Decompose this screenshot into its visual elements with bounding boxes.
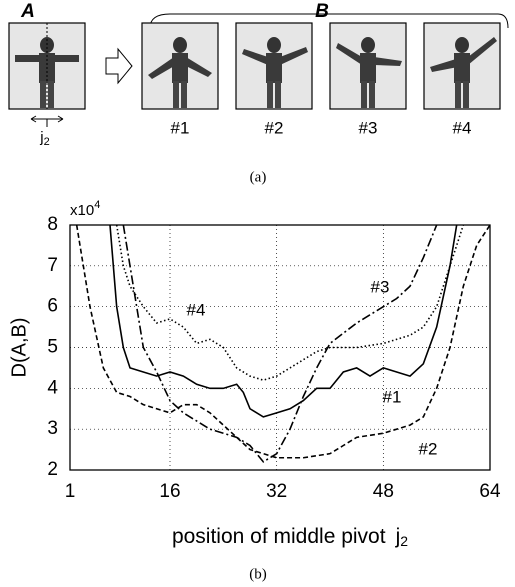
- x-axis-label-subscript: 2: [400, 533, 408, 549]
- y-tick-label: 8: [47, 214, 58, 235]
- series-line: [117, 225, 464, 380]
- caption-b: (b): [249, 566, 267, 582]
- lines: [77, 225, 490, 462]
- pivot-label: j2: [39, 129, 49, 148]
- series-label: #3: [371, 277, 390, 296]
- label-a: A: [20, 1, 35, 22]
- y-multiplier-base: x10: [70, 202, 94, 219]
- x-tick-label: 32: [266, 481, 287, 502]
- y-tick-label: 6: [47, 296, 58, 317]
- y-multiplier-exponent: 4: [94, 199, 100, 211]
- arrow: [106, 49, 132, 83]
- series-label: #2: [419, 439, 438, 458]
- image-a: [9, 23, 85, 109]
- image-3: [330, 23, 406, 109]
- label-b: B: [315, 1, 329, 22]
- y-tick-label: 5: [47, 337, 58, 358]
- frame-label: #1: [171, 118, 190, 137]
- y-tick-label: 3: [47, 418, 58, 439]
- x-tick-label: 64: [479, 481, 501, 502]
- x-tick-label: 48: [373, 481, 394, 502]
- series-line: [123, 225, 436, 462]
- image-4: [424, 23, 500, 109]
- x-axis-label-text: position of middle pivot: [172, 525, 386, 548]
- frame-label: #3: [359, 118, 378, 137]
- series-label: #4: [187, 300, 206, 319]
- figure: A j2 B #1 #2 #3 #4 (a) 1 16 32 48 64 2 3 4 5 6 7 8 #1 #2…: [0, 0, 515, 587]
- pivot-subscript: 2: [44, 136, 50, 148]
- series-line: [77, 225, 490, 458]
- y-tick-label: 4: [47, 377, 58, 398]
- caption-a: (a): [250, 169, 267, 185]
- x-tick-label: 1: [65, 481, 76, 502]
- image-1: [142, 23, 218, 109]
- y-multiplier: x104: [70, 199, 100, 219]
- x-tick-label: 16: [159, 481, 180, 502]
- frame-label: #4: [453, 118, 472, 137]
- frame-label: #2: [265, 118, 284, 137]
- y-axis-label: D(A,B): [8, 318, 30, 378]
- pivot-arrow: [31, 116, 63, 127]
- series-label: #1: [383, 387, 402, 406]
- image-2: [236, 23, 312, 109]
- y-tick-label: 7: [47, 255, 58, 276]
- y-tick-label: 2: [47, 459, 58, 480]
